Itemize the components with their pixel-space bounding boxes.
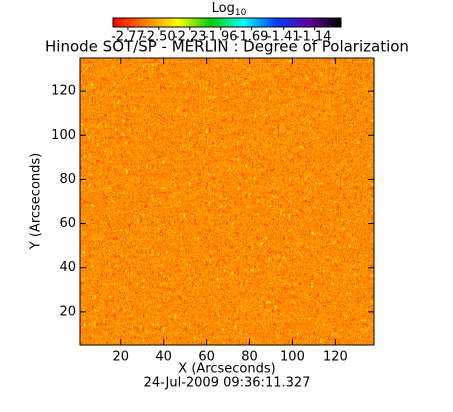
footer-date: 24-Jul-2009 09:36:11.327 [144, 376, 311, 391]
y-tick-label: 100 [51, 128, 76, 143]
colorbar-tick-label: -2.77 [111, 30, 145, 45]
colorbar [112, 17, 342, 28]
x-axis-label: X (Arcseconds) [178, 362, 275, 377]
y-tick-label: 80 [59, 172, 76, 187]
y-tick-label: 40 [59, 260, 76, 275]
y-tick-label: 60 [59, 216, 76, 231]
x-tick-label: 60 [198, 350, 215, 365]
heatmap-image [80, 58, 374, 345]
colorbar-label-sub: 10 [235, 8, 247, 18]
plot-frame [79, 57, 375, 346]
x-tick-label: 40 [155, 350, 172, 365]
x-tick-label: 20 [113, 350, 130, 365]
colorbar-tick-label: -1.14 [298, 30, 332, 45]
colorbar-tick-label: -1.41 [267, 30, 301, 45]
colorbar-tick-label: -1.96 [204, 30, 238, 45]
colorbar-tick-label: -2.50 [142, 30, 176, 45]
axes: 20 40 60 80 100 120 20 40 60 80 100 120 -2.77-2.50-2… [51, 27, 374, 365]
y-tick-label: 120 [51, 84, 76, 99]
y-tick-label: 20 [59, 304, 76, 319]
y-axis-label: Y (Arcseconds) [29, 153, 44, 250]
x-tick-label: 80 [241, 350, 258, 365]
chart-title: Hinode SOT/SP - MERLIN : Degree of Polar… [45, 38, 409, 56]
colorbar-label: Log10 [212, 1, 247, 18]
colorbar-label-main: Log [212, 1, 235, 16]
colorbar-tick-label: -1.69 [235, 30, 269, 45]
x-tick-label: 100 [280, 350, 305, 365]
x-tick-label: 120 [323, 350, 348, 365]
colorbar-tick-label: -2.23 [173, 30, 207, 45]
